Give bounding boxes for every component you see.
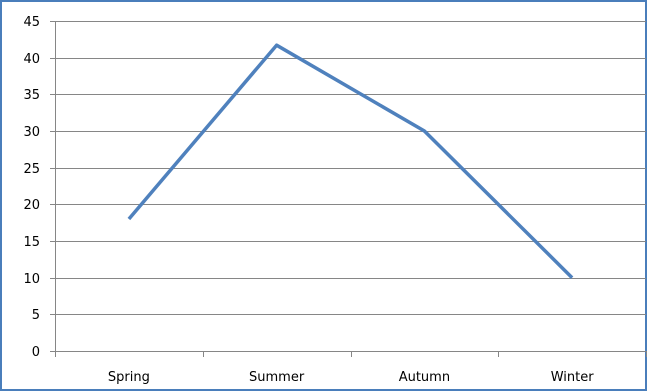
x-tick-label: Summer [249,370,305,385]
y-tick-label: 40 [23,52,40,67]
y-tick-label: 30 [23,125,40,140]
x-tick-labels: Spring Summer Autumn Winter [108,370,594,385]
y-tick-label: 35 [23,88,40,103]
y-tick-label: 25 [23,162,40,177]
x-tick-label: Autumn [399,370,450,385]
y-tick-label: 0 [32,345,40,360]
y-tick-label: 20 [23,198,40,213]
y-tick-label: 10 [23,272,40,287]
y-tick-labels: 0 5 10 15 20 25 30 35 40 45 [23,15,40,360]
gridlines [50,21,646,352]
y-tick-label: 15 [23,235,40,250]
axes [55,21,647,357]
x-tick-label: Winter [551,370,595,385]
series-lines [127,43,574,279]
y-tick-label: 45 [23,15,40,30]
series-line [127,43,574,279]
y-tick-label: 5 [32,308,40,323]
x-tick-label: Spring [108,370,150,385]
